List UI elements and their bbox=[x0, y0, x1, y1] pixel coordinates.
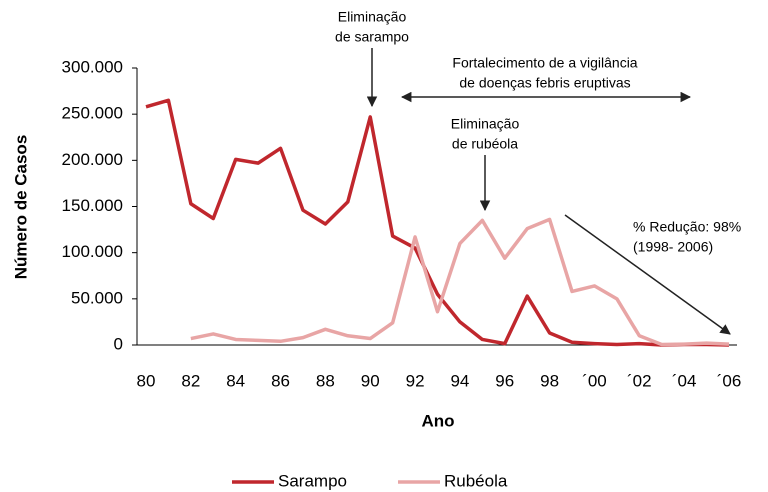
annotation: Fortalecimento de a vigilância bbox=[452, 55, 637, 71]
y-tick-label: 250.000 bbox=[62, 104, 123, 123]
annotation: de rubéola bbox=[452, 136, 518, 152]
y-tick-label: 0 bbox=[114, 334, 123, 353]
legend-label: Rubéola bbox=[444, 471, 508, 490]
y-tick-label: 50.000 bbox=[71, 288, 123, 307]
y-axis-label: Número de Casos bbox=[11, 135, 30, 280]
x-tick-label: 96 bbox=[495, 371, 514, 390]
x-tick-label: 84 bbox=[226, 371, 245, 390]
x-tick-label: 98 bbox=[540, 371, 559, 390]
x-tick-label: ´04 bbox=[672, 371, 697, 390]
annotation: de doenças febris eruptivas bbox=[459, 75, 630, 91]
legend-label: Sarampo bbox=[278, 471, 347, 490]
annotation: de sarampo bbox=[335, 29, 409, 45]
x-tick-label: 88 bbox=[316, 371, 335, 390]
x-tick-label: ´06 bbox=[717, 371, 742, 390]
y-tick-label: 100.000 bbox=[62, 242, 123, 261]
series-line bbox=[190, 217, 730, 347]
annotation-arrow bbox=[564, 214, 731, 335]
x-tick-label: 90 bbox=[361, 371, 380, 390]
x-tick-label: ´02 bbox=[627, 371, 652, 390]
annotation: Eliminação bbox=[451, 116, 520, 132]
y-tick-label: 300.000 bbox=[62, 57, 123, 76]
x-tick-label: 86 bbox=[271, 371, 290, 390]
annotation: Eliminação bbox=[338, 9, 407, 25]
x-axis-label: Ano bbox=[421, 411, 454, 430]
y-tick-label: 150.000 bbox=[62, 196, 123, 215]
x-tick-label: 92 bbox=[406, 371, 425, 390]
y-tick-label: 200.000 bbox=[62, 150, 123, 169]
x-tick-label: ´00 bbox=[582, 371, 607, 390]
x-tick-label: 80 bbox=[137, 371, 156, 390]
x-tick-label: 94 bbox=[450, 371, 469, 390]
x-tick-label: 82 bbox=[181, 371, 200, 390]
series-line bbox=[145, 98, 730, 347]
annotation: % Redução: 98% bbox=[633, 219, 741, 235]
annotation: (1998- 2006) bbox=[633, 239, 713, 255]
